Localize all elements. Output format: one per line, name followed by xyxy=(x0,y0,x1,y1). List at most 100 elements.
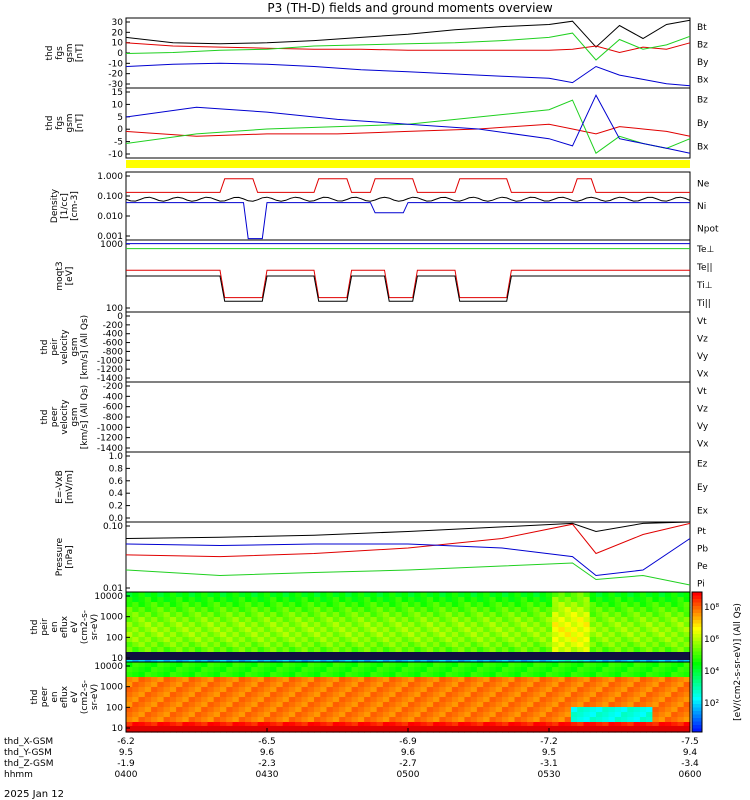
spec-cell xyxy=(169,602,177,608)
spec-cell xyxy=(251,722,259,728)
spec-cell xyxy=(320,637,328,643)
spec-cell xyxy=(483,687,491,693)
colorbar-cell xyxy=(692,651,702,656)
spec-cell xyxy=(683,712,691,718)
spec-cell xyxy=(220,702,227,708)
spec-cell xyxy=(169,597,177,603)
y-axis-label: gsm xyxy=(65,113,75,132)
spec-cell xyxy=(351,687,359,693)
spec-cell xyxy=(614,597,622,603)
spec-cell xyxy=(596,722,603,728)
spec-cell xyxy=(683,687,691,693)
spec-cell xyxy=(132,632,140,638)
spec-cell xyxy=(683,692,691,698)
spec-cell xyxy=(370,692,378,698)
spec-cell xyxy=(188,672,196,678)
spec-cell xyxy=(445,617,453,623)
spec-cell xyxy=(138,637,146,643)
spec-cell xyxy=(301,602,309,608)
spec-cell xyxy=(288,647,296,653)
spec-cell xyxy=(226,632,234,638)
spec-cell xyxy=(514,662,522,668)
spec-cell xyxy=(157,672,165,678)
spec-cell xyxy=(470,632,478,638)
spec-cell xyxy=(596,632,603,638)
spec-cell xyxy=(389,692,397,698)
spec-cell xyxy=(646,662,653,668)
y-tick-label: -10 xyxy=(108,59,123,69)
spec-cell xyxy=(520,672,528,678)
spec-cell xyxy=(232,672,240,678)
spec-cell xyxy=(126,642,133,648)
spec-cell xyxy=(339,702,346,708)
spec-cell xyxy=(157,707,165,713)
spec-cell xyxy=(295,642,303,648)
spec-cell xyxy=(326,612,334,618)
spec-cell xyxy=(389,647,397,653)
spec-cell xyxy=(514,597,522,603)
spec-cell xyxy=(151,637,158,643)
spec-cell xyxy=(414,642,422,648)
spec-cell xyxy=(483,632,491,638)
spec-cell xyxy=(614,632,622,638)
spec-cell xyxy=(395,702,403,708)
spec-cell xyxy=(151,677,158,683)
spec-cell xyxy=(445,712,453,718)
spec-cell xyxy=(157,687,165,693)
spec-cell xyxy=(589,697,597,703)
spec-cell xyxy=(245,692,252,698)
spec-cell xyxy=(320,607,328,613)
spec-cell xyxy=(182,607,190,613)
spec-cell xyxy=(301,662,309,668)
spec-cell xyxy=(583,642,591,648)
spec-cell xyxy=(502,677,509,683)
spec-cell xyxy=(389,637,397,643)
spec-cell xyxy=(577,707,585,713)
spec-cell xyxy=(351,597,359,603)
spec-cell xyxy=(664,702,672,708)
spec-cell xyxy=(226,692,234,698)
y-axis-label: thd xyxy=(30,620,40,635)
spec-cell xyxy=(414,682,422,688)
spec-cell xyxy=(245,707,252,713)
spec-cell xyxy=(370,667,378,673)
spec-cell xyxy=(570,682,578,688)
y-tick-label: -1400 xyxy=(97,444,123,454)
spec-cell xyxy=(357,722,365,728)
series-pressure-Pb xyxy=(125,522,691,558)
spec-cell xyxy=(126,622,133,628)
spec-cell xyxy=(508,687,516,693)
spec-cell xyxy=(370,637,378,643)
colorbar-cell xyxy=(692,690,702,694)
spec-cell xyxy=(364,647,371,653)
spec-cell xyxy=(464,722,472,728)
spec-cell xyxy=(213,612,221,618)
spec-cell xyxy=(357,682,365,688)
spec-cell xyxy=(351,672,359,678)
spec-cell xyxy=(389,707,397,713)
spec-cell xyxy=(564,617,572,623)
spec-cell xyxy=(314,602,321,608)
spec-cell xyxy=(232,687,240,693)
spec-cell xyxy=(646,697,653,703)
spec-cell xyxy=(326,592,334,598)
spec-cell xyxy=(451,717,459,723)
spec-cell xyxy=(276,687,284,693)
spec-cell xyxy=(608,667,616,673)
spec-cell xyxy=(527,627,534,633)
spec-cell xyxy=(552,677,559,683)
temp-black xyxy=(126,275,690,302)
spec-cell xyxy=(220,592,227,598)
spec-cell xyxy=(339,707,346,713)
spec-cell xyxy=(439,597,447,603)
spec-cell xyxy=(583,602,591,608)
spec-cell xyxy=(426,627,434,633)
spec-cell xyxy=(570,597,578,603)
spec-cell xyxy=(314,712,321,718)
spec-cell xyxy=(276,602,284,608)
spec-cell xyxy=(169,717,177,723)
spec-cell xyxy=(646,677,653,683)
spec-cell xyxy=(602,682,610,688)
spec-cell xyxy=(144,717,152,723)
x-axis-value: -3.1 xyxy=(540,759,558,769)
